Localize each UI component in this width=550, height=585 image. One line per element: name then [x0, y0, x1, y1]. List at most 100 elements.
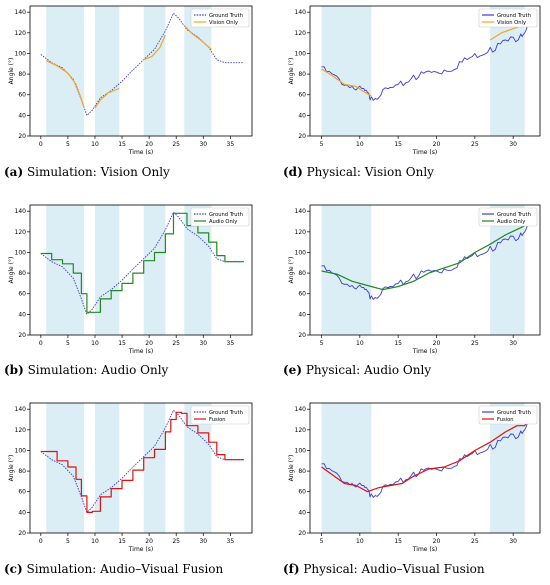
legend-label: Audio Only	[497, 219, 525, 225]
y-tick-label: 140	[15, 208, 27, 215]
chart-e: 5 10 15 20 25 30 20 40 60 80 100 120 140 Time (s) Angl…	[288, 204, 541, 355]
y-tick-label: 20	[298, 332, 306, 339]
shaded-region	[184, 6, 212, 136]
shaded-region	[94, 403, 120, 533]
legend-label: Audio Only	[209, 219, 237, 225]
x-tick-label: 15	[394, 340, 402, 347]
y-tick-label: 40	[298, 112, 306, 119]
x-tick-label: 0	[39, 141, 43, 148]
y-tick-label: 100	[295, 249, 307, 256]
y-tick-label: 20	[18, 332, 26, 339]
series-line-vision-only	[321, 68, 372, 97]
x-axis-label: Time (s)	[412, 546, 437, 553]
series-line-vision-only	[143, 34, 166, 61]
y-tick-label: 20	[298, 530, 306, 537]
shaded-region	[184, 403, 212, 533]
x-tick-label: 25	[471, 141, 479, 148]
caption-b: (b) Simulation: Audio Only	[4, 363, 169, 377]
x-tick-label: 25	[471, 340, 479, 347]
y-tick-label: 60	[298, 92, 306, 99]
axes-frame	[29, 402, 253, 534]
legend-label: Ground Truth	[209, 13, 243, 19]
chart-d: 5 10 15 20 25 30 20 40 60 80 100 120 140 Time (s) Angl…	[288, 5, 541, 156]
y-tick-label: 20	[18, 133, 26, 140]
x-tick-label: 35	[227, 340, 235, 347]
shaded-region	[490, 205, 525, 335]
legend-label: Ground Truth	[497, 410, 531, 416]
x-tick-label: 20	[145, 141, 153, 148]
y-tick-label: 120	[295, 229, 307, 236]
series-line-audio-only	[321, 223, 529, 291]
shaded-region	[321, 403, 372, 533]
legend-label: Vision Only	[209, 20, 238, 26]
x-tick-label: 30	[509, 538, 517, 545]
y-tick-label: 140	[295, 406, 307, 413]
x-tick-label: 5	[66, 538, 70, 545]
x-tick-label: 15	[118, 141, 126, 148]
y-tick-label: 140	[15, 406, 27, 413]
y-tick-label: 100	[295, 447, 307, 454]
series-line-ground-truth	[40, 409, 244, 513]
x-tick-label: 20	[145, 538, 153, 545]
x-tick-label: 20	[433, 141, 441, 148]
y-tick-label: 80	[298, 270, 306, 277]
x-tick-label: 0	[39, 538, 43, 545]
y-tick-label: 120	[295, 30, 307, 37]
caption-d: (d) Physical: Vision Only	[283, 165, 434, 179]
y-tick-label: 80	[298, 468, 306, 475]
x-tick-label: 5	[66, 340, 70, 347]
x-tick-label: 30	[199, 141, 207, 148]
x-tick-label: 15	[394, 141, 402, 148]
series-line-ground-truth	[321, 221, 529, 300]
y-axis-label: Angle (°)	[8, 58, 15, 85]
series-line-fusion	[40, 411, 244, 513]
y-tick-label: 60	[298, 489, 306, 496]
chart-b: 0 5 10 15 20 25 30 35 20 40 60 80 100 120 140 Time (s) A…	[8, 204, 253, 355]
series-line-vision-only	[183, 25, 212, 50]
y-axis-label: Angle (°)	[288, 257, 295, 284]
shaded-region	[94, 6, 120, 136]
x-tick-label: 10	[356, 538, 364, 545]
x-tick-label: 5	[66, 141, 70, 148]
shaded-region	[490, 6, 525, 136]
axes-frame	[309, 204, 541, 336]
x-tick-label: 5	[320, 340, 324, 347]
x-tick-label: 0	[39, 340, 43, 347]
y-tick-label: 40	[18, 112, 26, 119]
x-tick-label: 30	[199, 340, 207, 347]
x-tick-label: 35	[227, 141, 235, 148]
y-tick-label: 140	[295, 208, 307, 215]
y-tick-label: 80	[298, 71, 306, 78]
y-tick-label: 120	[15, 229, 27, 236]
legend-label: Ground Truth	[497, 212, 531, 218]
series-line-vision-only	[45, 60, 85, 109]
x-tick-label: 5	[320, 141, 324, 148]
y-tick-label: 60	[298, 291, 306, 298]
y-tick-label: 120	[295, 427, 307, 434]
y-tick-label: 100	[295, 50, 307, 57]
legend-label: Vision Only	[497, 20, 526, 26]
caption-c: (c) Simulation: Audio–Visual Fusion	[4, 562, 224, 576]
y-tick-label: 60	[18, 291, 26, 298]
y-tick-label: 20	[298, 133, 306, 140]
series-line-vision-only	[94, 87, 120, 109]
x-tick-label: 30	[509, 141, 517, 148]
x-tick-label: 10	[356, 340, 364, 347]
x-tick-label: 25	[172, 538, 180, 545]
x-axis-label: Time (s)	[128, 546, 153, 553]
y-tick-label: 40	[18, 509, 26, 516]
series-line-fusion	[321, 419, 530, 493]
x-axis-label: Time (s)	[412, 149, 437, 156]
shaded-region	[143, 403, 166, 533]
shaded-region	[143, 205, 166, 335]
legend-label: Fusion	[209, 417, 226, 423]
y-axis-label: Angle (°)	[8, 455, 15, 482]
y-tick-label: 100	[15, 50, 27, 57]
series-line-audio-only	[40, 212, 244, 313]
x-tick-label: 20	[433, 340, 441, 347]
x-axis-label: Time (s)	[128, 348, 153, 355]
y-axis-label: Angle (°)	[288, 58, 295, 85]
y-tick-label: 80	[18, 270, 26, 277]
